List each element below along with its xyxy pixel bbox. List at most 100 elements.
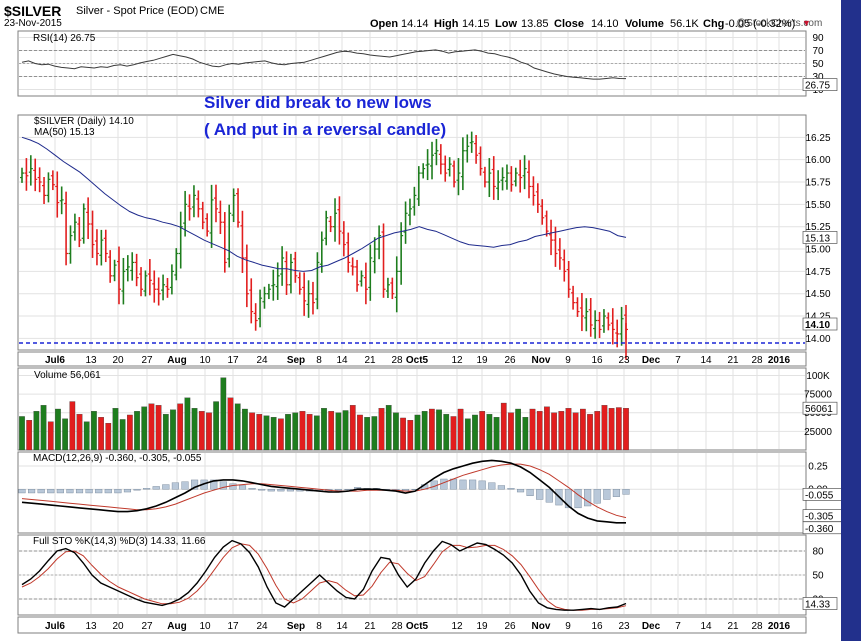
sto-tick: 50: [812, 571, 824, 582]
close-value-label-box: [802, 317, 838, 331]
macd-histogram-bar: [449, 478, 457, 490]
volume-bar: [479, 411, 486, 451]
macd-histogram-bar: [181, 481, 189, 490]
x-tick-top: Oct5: [406, 355, 429, 366]
macd-histogram-bar: [123, 489, 132, 493]
volume-bar: [105, 423, 112, 451]
sto-tick: 80: [812, 547, 824, 558]
volume-bar: [522, 417, 529, 451]
volume-bar: [429, 408, 435, 451]
x-tick-top: 16: [591, 355, 603, 366]
macd-histogram-bar: [219, 481, 227, 490]
x-tick-bottom: 26: [504, 621, 516, 632]
macd-histogram-bar: [47, 489, 55, 494]
sto-d-line: [21, 543, 627, 611]
x-tick-bottom: Oct5: [406, 621, 429, 632]
x-tick-top: 10: [199, 355, 211, 366]
volume-bar: [69, 401, 76, 451]
symbol-title: $SILVER: [4, 3, 62, 19]
macd-line: [21, 459, 626, 524]
volume-bar: [335, 412, 342, 451]
volume-bar: [572, 412, 579, 451]
volume-bar: [623, 408, 629, 451]
ma-value-label: 15.13: [805, 233, 830, 244]
x-tick-bottom: Dec: [642, 621, 661, 632]
volume-bar: [33, 411, 40, 451]
x-tick-bottom: Nov: [532, 621, 551, 632]
volume-bar: [47, 421, 54, 451]
macd-tick: 0.25: [808, 461, 828, 472]
volume-bar: [450, 416, 457, 451]
x-tick-bottom: 21: [364, 621, 376, 632]
volume-bar: [256, 414, 263, 451]
macd-histogram-bar: [344, 489, 352, 490]
ohlc-close-value: 14.10: [591, 18, 619, 30]
volume-bar: [421, 411, 428, 451]
volume-bar: [184, 397, 191, 451]
volume-bar: [321, 408, 327, 451]
x-tick-bottom: 8: [316, 621, 322, 632]
price-tick: 15.25: [805, 222, 830, 233]
volume-bar: [76, 414, 83, 451]
macd-histogram-bar: [18, 489, 26, 494]
volume-bar: [292, 412, 299, 451]
volume-bar: [134, 411, 140, 451]
x-tick-top: 14: [700, 355, 712, 366]
volume-bar: [407, 420, 414, 451]
x-tick-bottom: 10: [199, 621, 211, 632]
chg-down-arrow-icon: ▼: [802, 18, 811, 28]
sto-k-line: [21, 539, 627, 611]
x-axis-band-bottom: [17, 616, 807, 634]
macd-histogram-bar: [516, 489, 525, 493]
x-tick-bottom: 27: [141, 621, 153, 632]
volume-bar: [98, 417, 104, 451]
x-axis-band: [17, 351, 807, 367]
ohlc-low-value: 13.85: [521, 18, 549, 30]
macd-histogram-bar: [95, 489, 103, 494]
macd-histogram-bar: [564, 489, 573, 509]
macd-hist-value-label-box: [802, 488, 841, 501]
x-tick-top: Nov: [532, 355, 551, 366]
x-tick-top: 21: [727, 355, 739, 366]
volume-bar: [457, 408, 464, 451]
price-tick: 15.50: [805, 200, 830, 211]
price-tick: 14.25: [805, 312, 830, 323]
macd-histogram-bar: [526, 489, 534, 496]
x-tick-top: 28: [751, 355, 763, 366]
macd-histogram-bar: [56, 489, 64, 494]
volume-bar: [299, 411, 306, 451]
macd-histogram-bar: [114, 489, 122, 494]
macd-histogram-bar: [66, 489, 74, 494]
volume-bar: [155, 405, 162, 451]
volume-bar: [443, 414, 450, 451]
x-tick-top: Sep: [287, 355, 305, 366]
macd-histogram-bar: [277, 489, 285, 492]
volume-bar: [127, 414, 133, 451]
volume-tick: 75000: [804, 390, 832, 401]
x-tick-top: 19: [476, 355, 488, 366]
macd-histogram-bar: [171, 482, 179, 490]
macd-histogram-bar: [574, 489, 582, 509]
volume-bar: [508, 412, 514, 451]
x-tick-top: 8: [316, 355, 322, 366]
volume-bar: [55, 408, 61, 451]
ohlc-volume-value: 56.1K: [670, 18, 699, 30]
x-tick-bottom: 14: [336, 621, 348, 632]
volume-bar: [278, 418, 284, 451]
macd-histogram-bar: [143, 488, 151, 490]
volume-bar: [141, 406, 148, 451]
watermark: @StockCharts.com: [736, 18, 823, 29]
chart-canvas: Jul6 13 20 27 Aug 10 17 24 Sep 8 14 21 28 Oct5 12 19 26 N…: [17, 30, 841, 634]
volume-bar: [371, 416, 378, 451]
volume-bar: [364, 417, 370, 451]
ohlc-high-label: High: [434, 18, 459, 30]
ma-value-label-box: [802, 231, 838, 244]
price-tick: 14.00: [805, 334, 830, 345]
volume-bar: [220, 377, 227, 451]
x-tick-bottom: 13: [85, 621, 97, 632]
x-tick-bottom: Aug: [167, 621, 186, 632]
price-tick: 15.75: [805, 178, 830, 189]
macd-histogram-bar: [536, 489, 544, 500]
x-tick-bottom: 12: [451, 621, 463, 632]
